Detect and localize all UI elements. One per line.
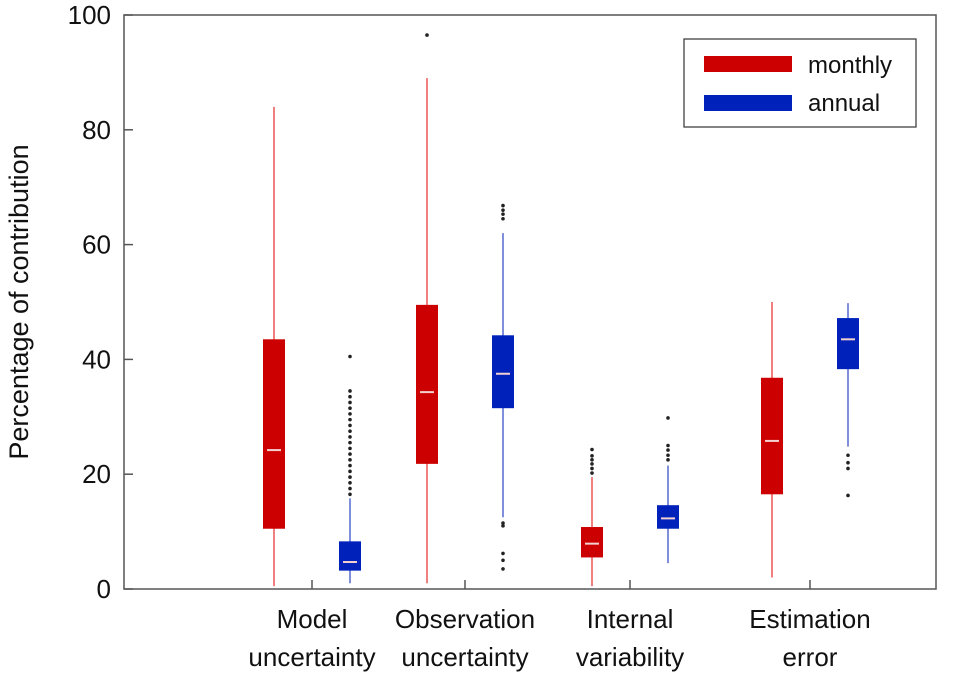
outlier-point [846,493,850,498]
x-category-label: uncertainty [401,642,528,672]
box-annual [339,354,361,584]
box-iqr [263,339,285,529]
outlier-point [348,469,352,474]
x-category-label: Internal [587,604,674,634]
plot-layer [263,33,859,587]
y-tick-label: 0 [97,574,111,604]
outlier-point [348,452,352,456]
outlier-point [348,417,352,422]
y-tick-label: 100 [68,0,111,30]
box-annual [657,416,679,564]
outlier-point [348,429,352,433]
box-monthly [416,33,438,584]
outlier-point [590,447,594,452]
outlier-point [590,454,594,458]
x-category-label: Model [277,604,348,634]
outlier-point [666,416,670,420]
outlier-point [501,524,505,528]
outlier-point [501,212,505,216]
box-monthly [761,302,783,578]
box-iqr [581,527,603,558]
outlier-point [348,446,352,451]
outlier-point [348,435,352,439]
y-tick-label: 20 [82,459,111,489]
outlier-point [666,448,670,452]
y-tick-label: 40 [82,344,111,374]
legend-label-annual: annual [808,90,880,117]
outlier-point [348,354,352,359]
outlier-point [501,551,505,556]
box-iqr [761,377,783,495]
y-axis: 0 20 40 60 80 100 [68,0,133,604]
legend: monthly annual [683,38,917,128]
plot-area-frame [123,14,937,590]
outlier-point [590,458,594,462]
box-iqr [416,304,438,464]
outlier-point [666,443,670,448]
outlier-point [501,216,505,221]
outlier-point [348,406,352,410]
y-tick-label: 60 [82,230,111,260]
legend-box [683,38,917,128]
y-tick-label: 80 [82,115,111,145]
outlier-point [666,453,670,458]
x-category-label: Observation [395,604,535,634]
outlier-point [348,400,352,405]
x-category-label: Estimation [749,604,870,634]
outlier-point [846,453,850,458]
box-iqr [339,541,361,571]
outlier-point [348,440,352,445]
outlier-point [590,466,594,471]
legend-swatch-annual [704,95,792,111]
outlier-point [590,462,594,466]
outlier-point [348,458,352,462]
outlier-point [348,481,352,485]
x-category-label: error [783,642,838,672]
box-monthly [581,447,603,587]
outlier-point [348,486,352,491]
x-category-label: uncertainty [248,642,375,672]
outlier-point [501,567,505,571]
outlier-point [666,458,670,462]
outlier-point [846,466,850,471]
outlier-point [846,460,850,465]
x-category-label: variability [576,642,684,672]
outlier-point [501,208,505,212]
outlier-point [501,558,505,563]
outlier-point [425,33,429,37]
outlier-point [590,471,594,475]
legend-label-monthly: monthly [808,52,892,79]
outlier-point [348,492,352,497]
outlier-point [501,203,505,208]
box-annual [492,203,514,571]
x-axis: Model uncertainty Observation uncertainty In… [248,580,871,672]
box-iqr [492,335,514,409]
outlier-point [348,475,352,479]
legend-swatch-monthly [704,56,792,72]
y-axis-label: Percentage of contribution [4,144,34,459]
outlier-point [348,389,352,393]
outlier-point [348,423,352,428]
outlier-point [501,521,505,525]
outlier-point [348,463,352,468]
outlier-point [348,394,352,399]
outlier-point [348,412,352,416]
box-iqr [837,318,859,370]
box-annual [837,303,859,498]
box-monthly [263,106,285,587]
box-iqr [657,505,679,529]
